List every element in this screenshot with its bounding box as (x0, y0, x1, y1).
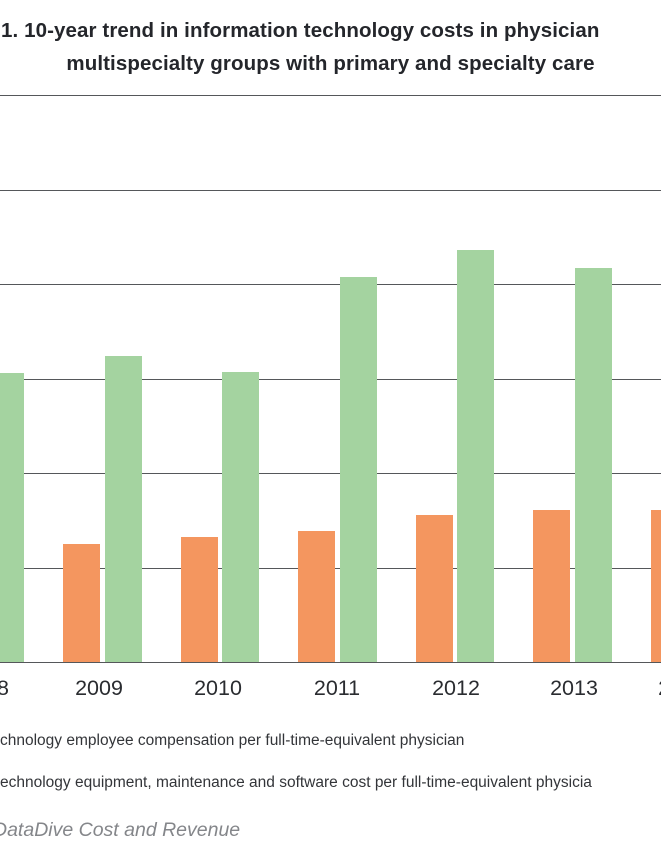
bar-green-2010 (222, 371, 259, 662)
gridline (0, 95, 661, 96)
x-axis-label-2010: 2010 (194, 676, 242, 700)
x-axis-label-2013: 2013 (550, 676, 598, 700)
bar-orange-2014 (650, 509, 661, 662)
x-axis-label-2011: 2011 (313, 676, 361, 700)
bar-orange-2012 (415, 514, 453, 662)
bar-orange-2009 (63, 543, 100, 662)
chart-title-line1: 1. 10-year trend in information technolo… (1, 19, 600, 42)
x-axis-label-2012: 2012 (432, 676, 480, 700)
bar-green-2013 (574, 267, 612, 662)
x-axis-line (0, 662, 661, 663)
bar-green-2008 (0, 372, 24, 662)
x-axis-label-2008: 2008 (0, 676, 9, 700)
bar-orange-2011 (298, 530, 335, 662)
gridline (0, 473, 661, 474)
x-axis-label-2009: 2009 (75, 676, 123, 700)
x-axis-label-2014: 2014 (642, 676, 661, 701)
legend-item-equipment-software-cost: echnology equipment, maintenance and sof… (0, 774, 592, 791)
source-note: DataDive Cost and Revenue (0, 819, 241, 841)
bar-green-2012 (457, 249, 494, 662)
gridline (0, 284, 661, 285)
legend-item-employee-compensation: chnology employee compensation per full-… (0, 732, 465, 749)
bar-orange-2013 (533, 509, 570, 662)
bar-green-2011 (339, 277, 377, 662)
chart-title-line2: multispecialty groups with primary and s… (66, 52, 595, 75)
bar-orange-2010 (180, 537, 218, 662)
gridline (0, 378, 661, 380)
bar-green-2009 (104, 355, 142, 662)
gridline (0, 189, 661, 191)
